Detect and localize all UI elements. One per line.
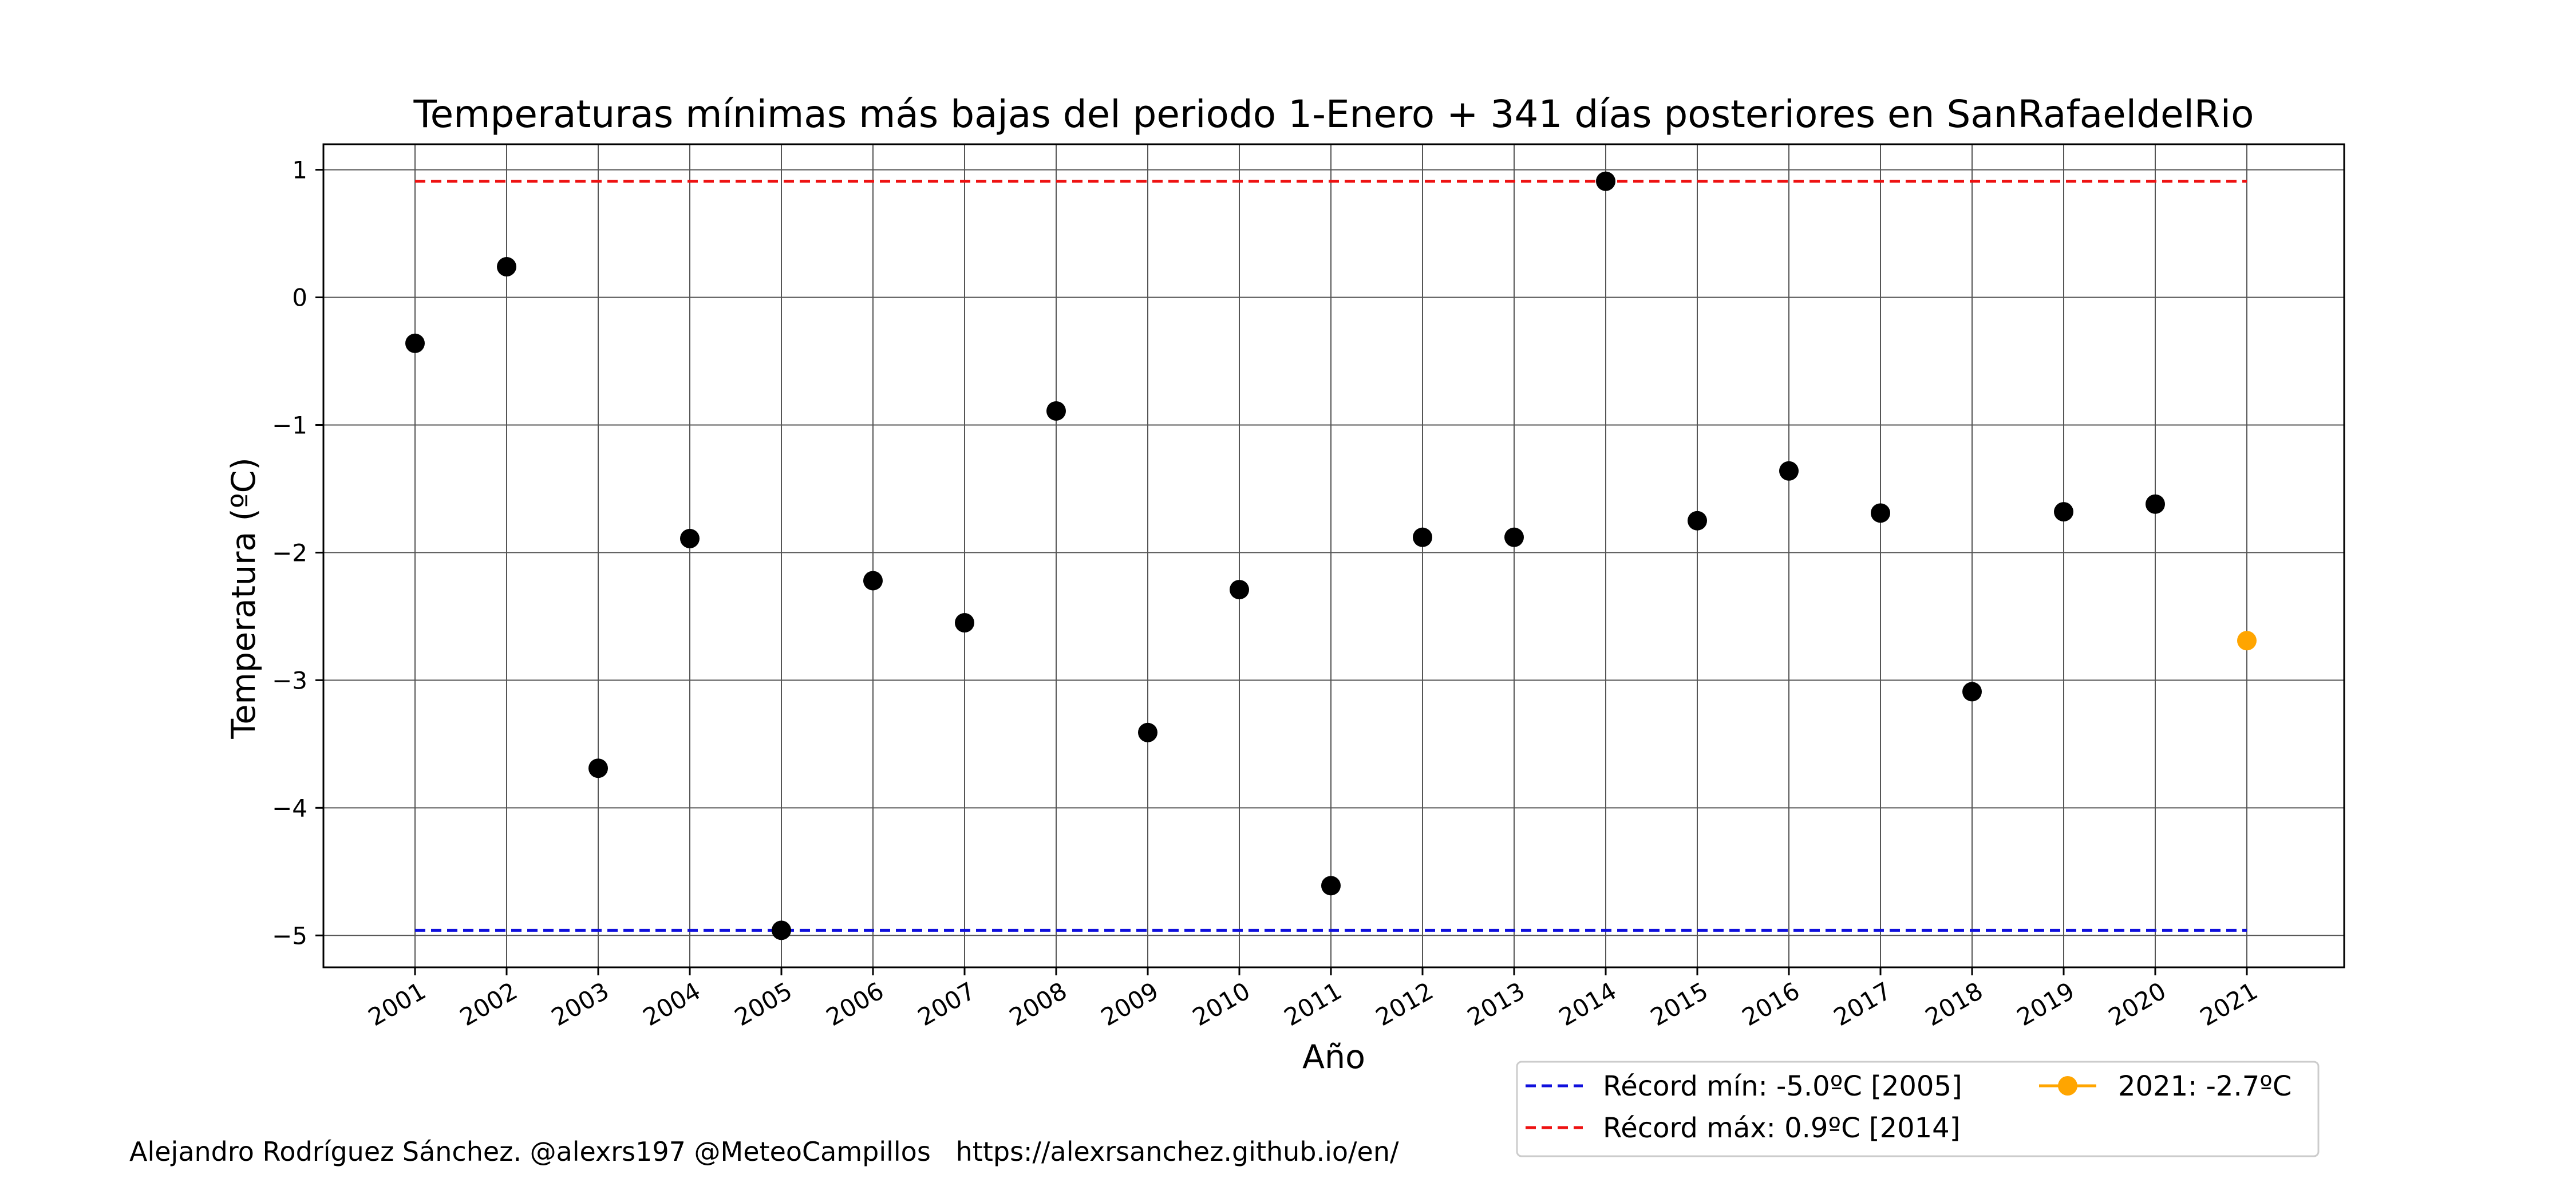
x-tick-label: 2017 [1829,976,1896,1031]
x-tick-label: 2016 [1737,976,1804,1031]
legend: Récord mín: -5.0ºC [2005] Récord máx: 0.9… [1516,1061,2320,1157]
data-point [1046,401,1066,421]
y-tick-label: −2 [272,539,307,567]
data-point [1871,503,1890,523]
x-tick-label: 2021 [2195,976,2262,1031]
x-tick-label: 2012 [1371,976,1438,1031]
y-axis-label: Temperatura (ºC) [225,457,263,739]
x-tick-label: 2008 [1005,976,1072,1031]
data-point [497,257,516,277]
data-point [1504,527,1524,547]
data-point [1962,682,1982,702]
legend-label: Récord mín: -5.0ºC [2005] [1603,1070,1962,1102]
data-point [2054,502,2073,522]
plot-frame [322,143,2345,968]
x-tick-label: 2001 [364,976,430,1031]
x-tick-label: 2018 [1921,976,1988,1031]
data-point [588,758,608,778]
data-point [1321,876,1341,896]
grid [323,144,2344,967]
x-axis-label: Año [1302,1038,1365,1076]
chart-title: Temperaturas mínimas más bajas del perio… [413,92,2254,136]
x-tick-label: 2014 [1554,976,1621,1031]
data-point [1596,171,1615,191]
y-tick-label: −1 [272,411,307,439]
x-axis: 2001 2002 2003 2004 2005 2006 2007 2008 2009 2010… [364,967,2262,1031]
y-tick-label: −4 [272,794,307,822]
reference-lines [415,180,2247,932]
legend-label: 2021: -2.7ºC [2118,1070,2291,1102]
data-point [772,920,791,940]
y-tick-label: −5 [272,922,307,950]
data-point-current-year [2237,631,2257,651]
data-points [405,171,2257,940]
x-tick-label: 2003 [547,976,614,1031]
x-tick-label: 2004 [638,976,705,1031]
data-point [680,528,700,548]
y-tick-label: 0 [292,284,307,312]
legend-label: Récord máx: 0.9ºC [2014] [1603,1112,1960,1144]
x-tick-label: 2007 [913,976,980,1031]
x-tick-label: 2006 [821,976,888,1031]
data-point [863,571,883,591]
x-tick-label: 2009 [1096,976,1163,1031]
data-point [405,333,425,353]
data-point [1688,511,1707,531]
legend-marker [2058,1076,2077,1096]
x-tick-label: 2019 [2012,976,2079,1031]
data-point [1413,527,1432,547]
x-tick-label: 2005 [730,976,797,1031]
x-tick-label: 2010 [1188,976,1255,1031]
x-tick-label: 2011 [1279,976,1346,1031]
data-point [955,613,974,633]
x-tick-label: 2015 [1646,976,1713,1031]
legend-box [1516,1061,2320,1157]
data-point [1779,461,1799,481]
x-tick-label: 2002 [455,976,522,1031]
author-credit: Alejandro Rodríguez Sánchez. @alexrs197 … [129,1136,1399,1167]
y-axis: 1 0 −1 −2 −3 −4 −5 [272,156,323,950]
data-point [1138,722,1157,742]
data-point [2146,494,2165,514]
x-tick-label: 2020 [2104,976,2171,1031]
data-point [1230,580,1249,600]
x-tick-label: 2013 [1463,976,1530,1031]
y-tick-label: −3 [272,666,307,694]
y-tick-label: 1 [292,156,307,184]
